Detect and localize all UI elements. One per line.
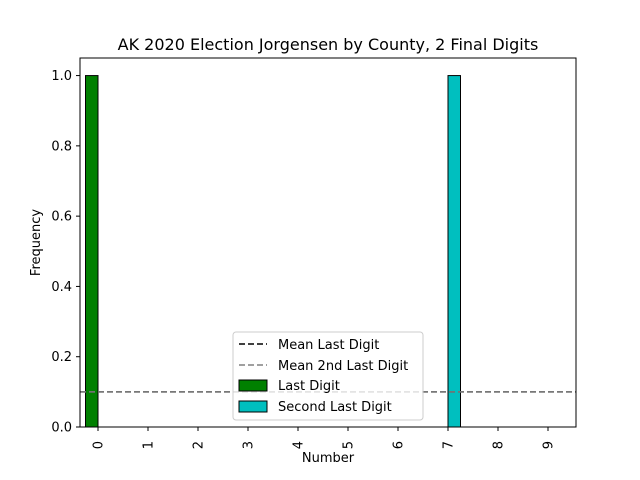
x-tick-label: 8	[492, 441, 507, 449]
x-axis: 0 1 2 3 4 5 6 7 8 9	[92, 427, 557, 449]
plot-frame	[79, 57, 577, 428]
legend-label-mean-last-digit: Mean Last Digit	[278, 338, 379, 353]
x-tick-label: 2	[192, 441, 207, 449]
y-tick-label: 1.0	[51, 69, 72, 84]
legend: Mean Last Digit Mean 2nd Last Digit Last…	[232, 331, 424, 421]
x-tick-label: 5	[342, 441, 357, 449]
x-axis-label: Number	[302, 451, 355, 466]
x-tick-label: 9	[542, 441, 557, 449]
chart-title: AK 2020 Election Jorgensen by County, 2 …	[118, 35, 539, 54]
y-axis-label: Frequency	[29, 209, 44, 276]
x-tick-label: 6	[392, 441, 407, 449]
legend-swatch-last-digit	[238, 379, 268, 392]
x-tick-label: 7	[442, 441, 457, 449]
x-tick-label: 1	[142, 441, 157, 449]
legend-label-mean-2nd-last-digit: Mean 2nd Last Digit	[278, 359, 408, 374]
legend-box	[232, 331, 424, 421]
x-tick-label: 4	[292, 441, 307, 449]
x-tick-label: 3	[242, 441, 257, 449]
y-tick-label: 0.6	[51, 210, 72, 225]
x-tick-label: 0	[92, 441, 107, 449]
y-axis: 0.0 0.2 0.4 0.6 0.8 1.0	[51, 69, 80, 436]
y-tick-label: 0.4	[51, 280, 72, 295]
y-tick-label: 0.2	[51, 350, 72, 365]
bar-last-digit-0	[85, 75, 99, 428]
legend-label-last-digit: Last Digit	[278, 379, 340, 394]
y-tick-label: 0.8	[51, 139, 72, 154]
bars-layer	[85, 75, 461, 428]
y-tick-label: 0.0	[51, 421, 72, 436]
legend-label-second-last-digit: Second Last Digit	[278, 400, 392, 415]
bar-second-last-digit-7	[447, 75, 461, 428]
legend-swatch-second-last-digit	[238, 400, 268, 413]
